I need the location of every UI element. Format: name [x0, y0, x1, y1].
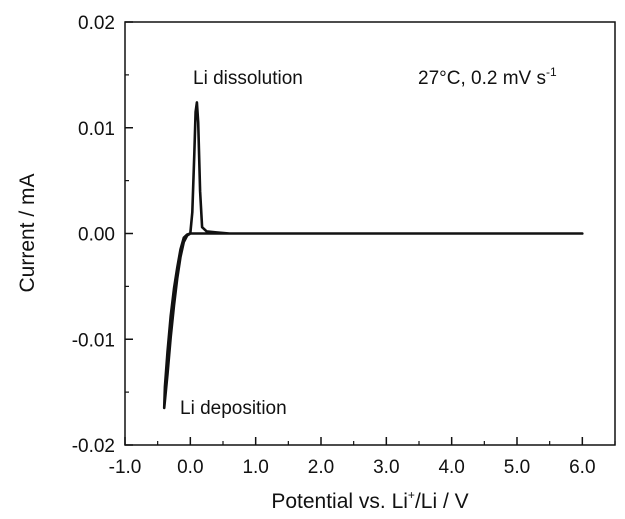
x-tick-label: 2.0: [308, 457, 334, 478]
x-axis-title-suffix: /Li / V: [415, 490, 469, 513]
x-tick-label: 4.0: [438, 457, 464, 478]
x-tick-label: -1.0: [109, 457, 142, 478]
x-tick-label: 6.0: [569, 457, 595, 478]
x-tick-label: 1.0: [242, 457, 268, 478]
y-tick-label: 0.00: [78, 225, 115, 246]
annotation-condition-sup: -1: [546, 65, 557, 79]
x-axis-ticks: -1.0 0.0 1.0 2.0 3.0 4.0 5.0 6.0: [109, 437, 616, 478]
x-axis-title-sup: +: [408, 488, 415, 502]
x-tick-label: 3.0: [373, 457, 399, 478]
y-tick-label: -0.02: [72, 436, 115, 457]
x-tick-label: 0.0: [177, 457, 203, 478]
x-axis-title-prefix: Potential vs. Li: [271, 490, 408, 513]
y-tick-label: 0.01: [78, 119, 115, 140]
y-tick-label: -0.01: [72, 330, 115, 351]
annotation-li-dissolution: Li dissolution: [193, 68, 303, 89]
y-axis-title: Current / mA: [16, 173, 39, 292]
series-layer: [162, 101, 584, 410]
cv-series-line: [162, 101, 584, 410]
annotation-condition-main: 27°C, 0.2 mV s: [418, 68, 546, 89]
y-tick-label: 0.02: [78, 13, 115, 34]
annotation-condition: 27°C, 0.2 mV s-1: [418, 65, 557, 89]
x-axis-title: Potential vs. Li+/Li / V: [271, 488, 468, 513]
x-tick-label: 5.0: [504, 457, 530, 478]
annotation-li-deposition: Li deposition: [180, 398, 287, 419]
y-axis-ticks: -0.02 -0.01 0.00 0.01 0.02: [72, 13, 133, 457]
